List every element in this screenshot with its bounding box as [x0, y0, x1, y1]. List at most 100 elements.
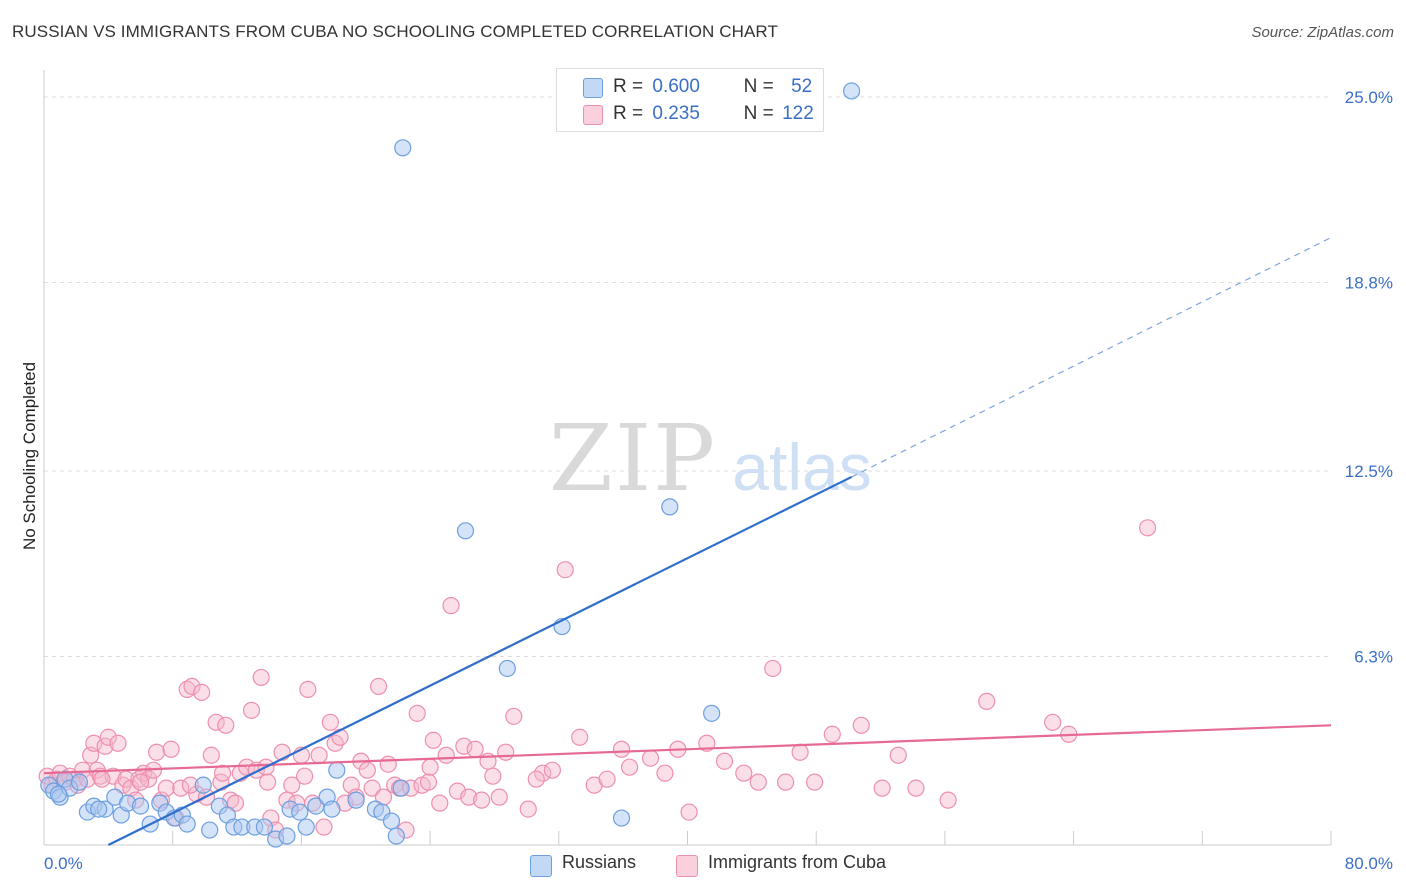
cuba-point [178, 680, 196, 699]
cuba-point [259, 773, 277, 791]
cuba-point [1139, 519, 1157, 537]
russians-point [323, 800, 341, 818]
bottom-legend-label: Russians [562, 852, 637, 872]
russians-point [842, 82, 861, 100]
cuba-point [408, 704, 426, 722]
legend-n-value: 52 [791, 76, 813, 97]
cuba-point [421, 758, 439, 776]
x-tick-label: 80.0% [1345, 854, 1393, 873]
cuba-point [424, 731, 442, 749]
bottom-legend-label: Immigrants from Cuba [708, 852, 887, 872]
cuba-point [620, 758, 639, 776]
cuba-point [472, 791, 491, 809]
watermark-zip: ZIP [549, 405, 717, 512]
cuba-point [455, 737, 473, 755]
cuba-point [131, 773, 150, 791]
stats-legend: R = 0.600 N = 52 R = 0.235 N = 122 [556, 68, 824, 132]
cuba-point [907, 779, 925, 797]
cuba-point [889, 746, 907, 764]
russians-point [347, 791, 365, 809]
russians-point [201, 821, 219, 839]
russians-point [90, 800, 108, 818]
cuba-point [358, 761, 376, 779]
cuba-point [527, 770, 545, 788]
y-tick-label: 18.8% [1345, 273, 1393, 292]
watermark-atlas: atlas [732, 430, 871, 504]
cuba-point [823, 725, 841, 743]
cuba-point [238, 758, 256, 776]
russians-point [328, 761, 346, 779]
cuba-point [252, 668, 270, 687]
x-tick-label: 0.0% [44, 854, 83, 873]
cuba-point [749, 773, 767, 791]
russians-point [178, 815, 196, 833]
russians-point [297, 818, 315, 836]
cuba-point [460, 788, 478, 806]
source-label: Source: ZipAtlas.com [1251, 24, 1394, 41]
russians-point [456, 522, 475, 540]
cuba-point [148, 743, 166, 761]
russians-trend-line [107, 475, 853, 846]
cuba-point [242, 701, 261, 719]
cuba-point [656, 764, 674, 782]
cuba-point [431, 794, 449, 812]
cuba-point [571, 728, 589, 746]
y-tick-label: 25.0% [1345, 88, 1393, 107]
cuba-point [296, 767, 314, 785]
russians-point [49, 785, 68, 803]
cuba-point [497, 743, 515, 761]
cuba-point [202, 746, 220, 764]
russians-point [291, 803, 309, 821]
cuba-point [791, 743, 809, 761]
bottom-swatch-cuba [676, 855, 698, 877]
cuba-point [484, 767, 502, 785]
cuba-point [715, 752, 734, 770]
legend-swatch-cuba [583, 105, 603, 125]
russians-point [394, 139, 412, 157]
cuba-point [162, 740, 180, 758]
russians-point [612, 809, 631, 827]
cuba-point [379, 755, 397, 773]
cuba-trend-line [43, 724, 1332, 775]
russians-point [703, 704, 721, 722]
cuba-point [183, 677, 201, 696]
cuba-point [419, 773, 438, 791]
cuba-point [370, 677, 388, 696]
legend-r-value: 0.600 [652, 76, 700, 97]
cuba-point [556, 561, 574, 579]
cuba-point [442, 597, 460, 615]
cuba-point [805, 773, 824, 791]
legend-swatch-russians [583, 78, 603, 98]
cuba-point [85, 734, 103, 752]
legend-r-label: R = [613, 76, 644, 97]
russians-point [307, 797, 325, 815]
cuba-point [310, 746, 328, 764]
russians-point [278, 827, 296, 845]
cuba-point [299, 680, 317, 699]
russians-point [70, 773, 88, 791]
cuba-point [641, 749, 660, 767]
cuba-point [96, 737, 114, 755]
russians-point [387, 827, 405, 845]
russians-point [382, 812, 401, 830]
cuba-point [939, 791, 957, 809]
cuba-point [207, 713, 225, 731]
y-tick-label: 12.5% [1345, 462, 1393, 481]
bottom-swatch-russians [530, 855, 552, 877]
russians-point [255, 818, 273, 836]
cuba-point [99, 728, 117, 746]
cuba-point [172, 779, 190, 797]
russians-point [194, 776, 212, 794]
cuba-point [217, 716, 235, 734]
cuba-point [698, 734, 716, 752]
cuba-point [193, 683, 211, 701]
cuba-point [598, 770, 616, 788]
cuba-point [873, 779, 891, 797]
cuba-point [505, 707, 523, 725]
cuba-point [93, 770, 111, 788]
cuba-point [777, 773, 795, 791]
chart-title: RUSSIAN VS IMMIGRANTS FROM CUBA NO SCHOO… [12, 22, 778, 41]
cuba-point [978, 692, 996, 710]
cuba-point [490, 788, 508, 806]
